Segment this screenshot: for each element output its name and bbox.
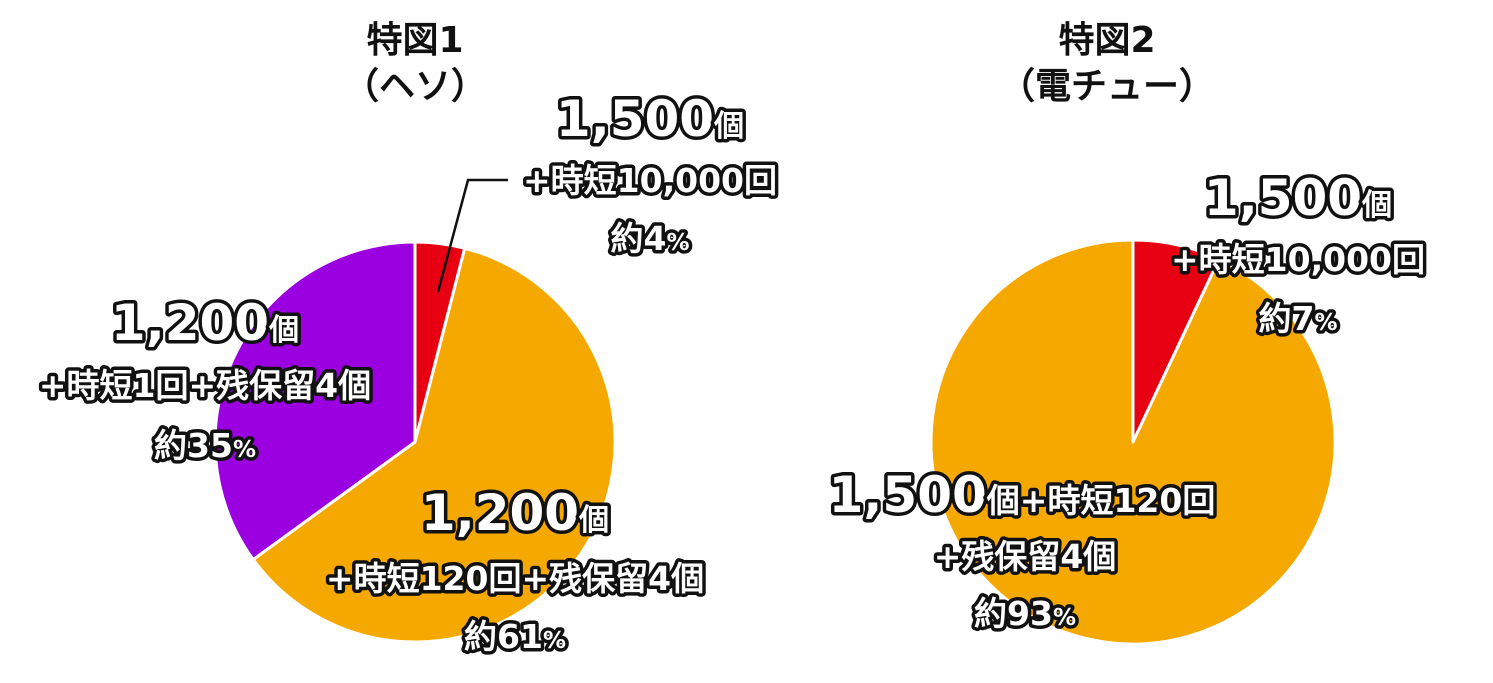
chart-2-slice-0-unit: 個 <box>1361 188 1392 223</box>
chart-1-slice-0-label: 1,500個 <box>556 90 744 148</box>
chart-1-slice-0-detail: +時短10,000回 <box>523 161 777 200</box>
chart-2-slice-1-percent-sign: % <box>1053 605 1076 631</box>
chart-1-slice-2-percent-value: 35 <box>187 426 233 465</box>
chart-2-slice-0-label: 1,500個 <box>1204 169 1392 227</box>
chart-1-slice-2-label: 1,200個 <box>111 294 299 352</box>
chart-2-slice-0-approx: 約 <box>1258 299 1291 338</box>
chart-2-slice-1-detail: +残保留4個 <box>934 537 1117 576</box>
chart-2-slice-0-main: 1,500 <box>1204 169 1362 227</box>
chart-1: 特図1 （ヘソ） 1,500個 +時短10,000回 約4% 1,200個 +時… <box>35 20 780 660</box>
chart-1-title: 特図1 <box>366 20 463 61</box>
chart-1-slice-2-main: 1,200 <box>111 294 269 352</box>
chart-2-pie <box>929 238 1337 646</box>
chart-2: 特図2 （電チュー） 1,500個 +時短10,000回 約7% 1,500個+… <box>825 20 1429 646</box>
chart-1-leader-line <box>436 178 508 293</box>
chart-1-slice-0-percent-sign: % <box>666 230 689 256</box>
chart-1-slice-1 <box>251 246 617 644</box>
chart-2-slice-1-percent-value: 93 <box>1007 594 1053 633</box>
chart-1-slice-2 <box>213 240 417 562</box>
chart-1-slice-1-percent-value: 61 <box>497 617 543 656</box>
chart-1-slice-1-percent-sign: % <box>543 628 566 654</box>
chart-2-slice-1-approx: 約 <box>974 594 1007 633</box>
chart-1-slice-2-percent-sign: % <box>233 437 256 463</box>
chart-1-slice-1-detail: +時短120回+残保留4個 <box>326 559 704 598</box>
chart-1-slice-2-unit: 個 <box>268 313 299 348</box>
chart-1-slice-1-label: 1,200個 <box>421 484 609 542</box>
chart-2-slice-1-unit: 個+時短120回 <box>986 481 1216 520</box>
chart-2-slice-1-label: 1,500個+時短120回 <box>829 466 1216 524</box>
chart-2-subtitle: （電チュー） <box>999 66 1215 107</box>
chart-2-title: 特図2 <box>1058 20 1155 61</box>
chart-2-slice-0-percent-sign: % <box>1314 310 1337 336</box>
chart-1-slice-0-main: 1,500 <box>556 90 714 148</box>
chart-1-slice-0-approx: 約 <box>610 219 643 258</box>
chart-1-pie <box>213 240 617 644</box>
chart-1-slice-0-unit: 個 <box>713 109 744 144</box>
chart-1-slice-2-detail: +時短1回+残保留4個 <box>39 366 371 405</box>
chart-1-slice-1-main: 1,200 <box>421 484 579 542</box>
chart-1-subtitle: （ヘソ） <box>343 66 487 107</box>
chart-1-slice-1-approx: 約 <box>464 617 497 656</box>
chart-1-slice-1-percent: 約61% <box>464 617 566 656</box>
chart-2-slice-1-percent: 約93% <box>974 594 1076 633</box>
chart-2-slice-0-percent: 約7% <box>1258 299 1337 338</box>
chart-1-slice-0-percent-value: 4 <box>643 219 666 258</box>
chart-2-slice-1 <box>929 238 1337 646</box>
chart-1-slice-0-percent: 約4% <box>610 219 689 258</box>
chart-1-slice-2-approx: 約 <box>154 426 187 465</box>
chart-2-slice-0-detail: +時短10,000回 <box>1171 240 1425 279</box>
chart-2-slice-1-main: 1,500 <box>829 466 987 524</box>
chart-1-slice-1-unit: 個 <box>578 503 609 538</box>
chart-2-slice-0-percent-value: 7 <box>1291 299 1314 338</box>
chart-1-slice-2-percent: 約35% <box>154 426 256 465</box>
